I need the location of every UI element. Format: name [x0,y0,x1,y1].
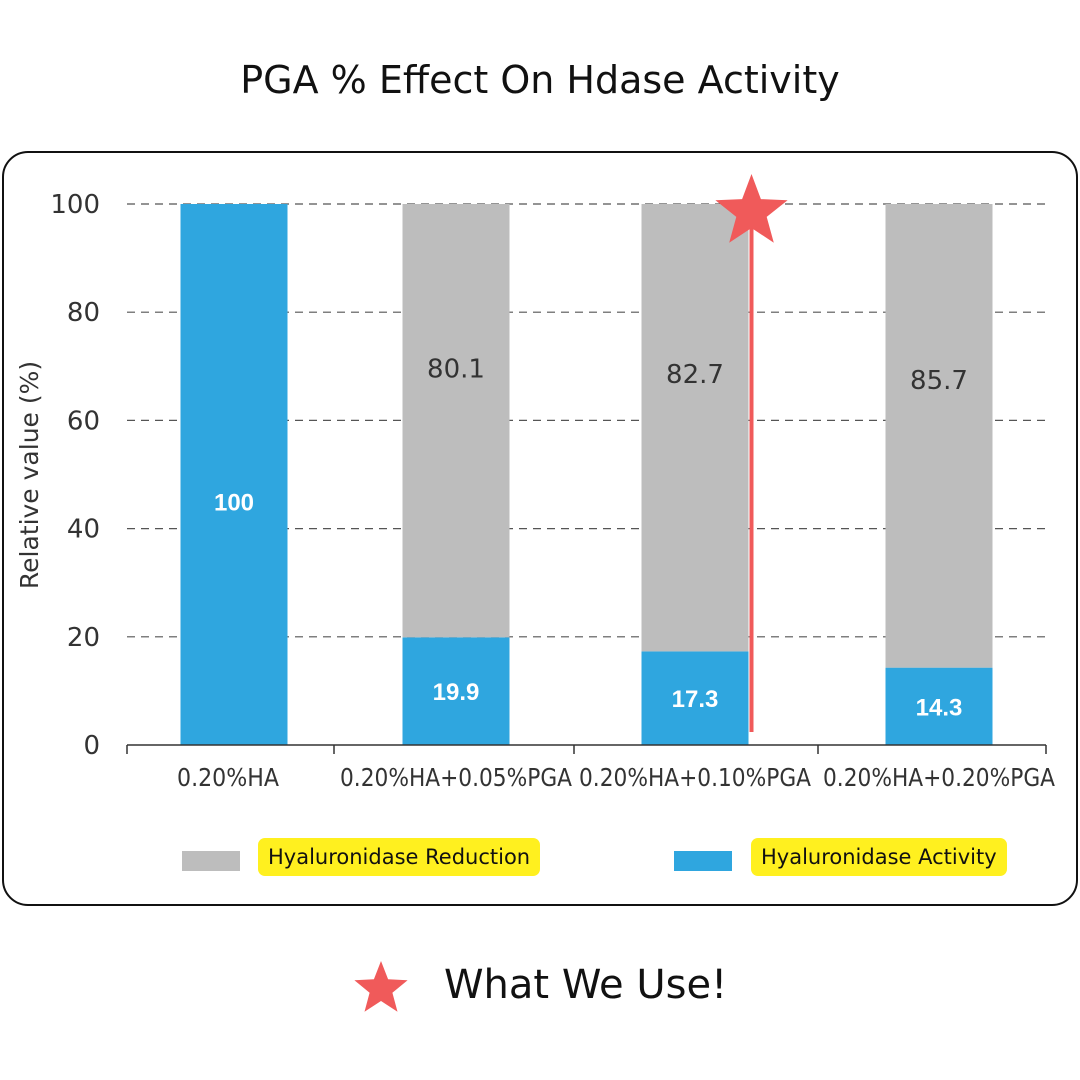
data-label-reduction: 85.7 [910,366,968,396]
data-label-activity: 100 [214,490,254,517]
star-icon [354,961,408,1012]
data-label-activity: 14.3 [916,694,963,721]
y-tick-label: 0 [83,731,100,761]
footer: What We Use! [0,958,1080,1018]
highlight-star-icon [715,174,788,243]
x-tick-label: 0.20%HA [177,763,279,792]
bar-reduction [885,204,993,668]
y-tick-label: 40 [67,515,100,545]
footer-text: What We Use! [444,962,728,1008]
data-label-reduction: 82.7 [666,360,724,390]
x-tick-label: 0.20%HA+0.10%PGA [579,763,811,792]
x-tick-label: 0.20%HA+0.05%PGA [340,763,572,792]
bar-activity [180,204,288,745]
y-tick-label: 20 [67,623,100,653]
page-title: PGA % Effect On Hdase Activity [240,58,840,102]
bar-reduction [641,204,749,652]
bar-activity [402,637,510,745]
legend-label-activity: Hyaluronidase Activity [751,838,1007,876]
bar-activity [885,667,993,745]
y-tick-label: 100 [50,190,100,220]
data-label-reduction: 80.1 [427,355,485,385]
y-tick-label: 80 [67,298,100,328]
legend-swatch-reduction [182,851,240,871]
data-label-activity: 17.3 [672,686,719,713]
x-tick-label: 0.20%HA+0.20%PGA [823,763,1055,792]
bar-activity [641,651,749,745]
bar-reduction [402,204,510,638]
legend-swatch-activity [674,851,732,871]
legend-label-reduction: Hyaluronidase Reduction [258,838,541,876]
y-tick-label: 60 [67,406,100,436]
data-label-activity: 19.9 [433,679,480,706]
y-axis-label: Relative value (%) [15,361,44,589]
